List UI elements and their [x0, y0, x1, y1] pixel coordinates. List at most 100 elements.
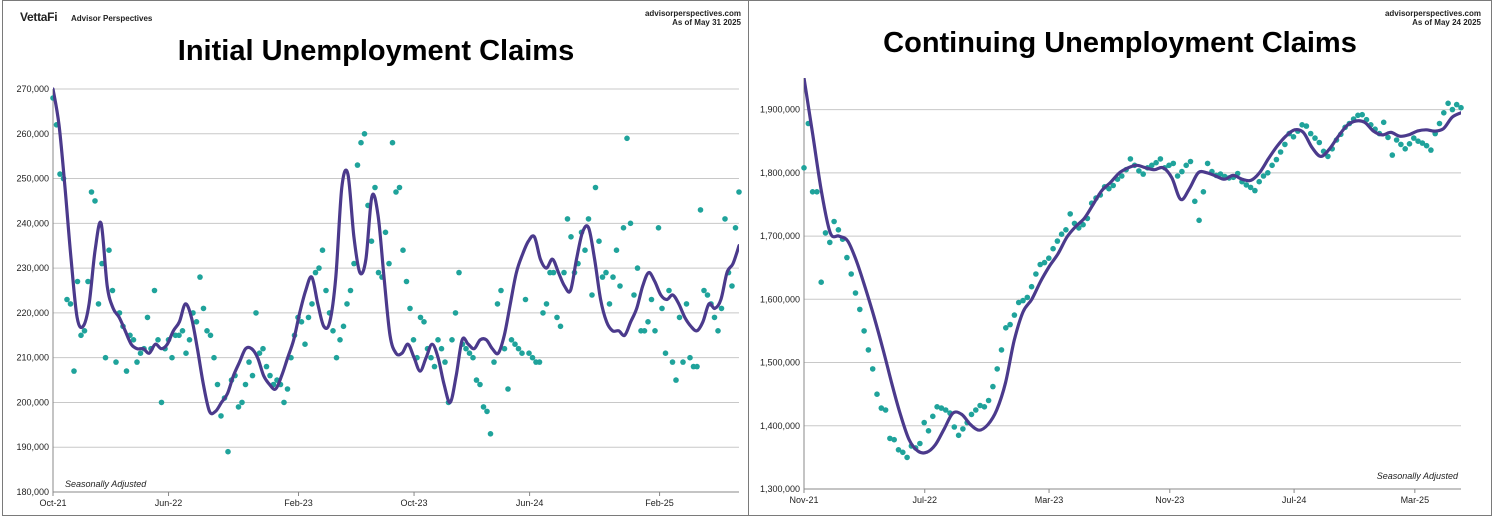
data-point [337, 337, 343, 343]
data-point [624, 135, 630, 142]
y-tick-label: 1,700,000 [760, 231, 800, 241]
data-point [1041, 259, 1048, 266]
data-point [891, 436, 897, 443]
data-point [1149, 162, 1155, 169]
data-point [715, 328, 721, 334]
data-point [1411, 135, 1417, 141]
data-point [225, 448, 231, 455]
data-point [64, 296, 70, 303]
data-point [620, 225, 627, 231]
data-point [942, 407, 949, 413]
data-point [358, 139, 364, 146]
data-point [480, 404, 487, 410]
data-point [344, 301, 350, 307]
data-point [57, 171, 63, 177]
data-points [801, 100, 1464, 461]
data-point [613, 247, 620, 253]
data-point [1393, 137, 1400, 143]
data-point [333, 354, 340, 361]
data-point [253, 310, 259, 316]
data-point [302, 341, 308, 348]
data-point [683, 301, 690, 307]
data-point [818, 279, 824, 286]
data-point [487, 431, 494, 437]
data-point [631, 292, 637, 298]
y-tick-label: 1,400,000 [760, 421, 800, 431]
data-point [106, 247, 112, 253]
data-point [204, 328, 210, 334]
data-point [934, 404, 940, 410]
data-point [323, 287, 329, 294]
y-tick-label: 260,000 [16, 129, 49, 139]
data-point [1423, 142, 1430, 149]
data-point [1183, 162, 1189, 169]
data-point [417, 314, 424, 321]
data-point [1170, 160, 1177, 167]
data-point [95, 301, 102, 307]
data-point [193, 319, 200, 325]
data-point [617, 283, 623, 289]
data-point [1277, 149, 1284, 155]
data-point [1110, 182, 1116, 189]
data-point [484, 408, 490, 415]
data-point [158, 399, 165, 406]
data-point [130, 337, 137, 343]
data-point [1153, 159, 1159, 166]
data-point [592, 184, 599, 191]
data-point [330, 328, 336, 334]
x-tick-label: Jul-22 [912, 495, 937, 505]
data-point [410, 337, 417, 343]
y-tick-label: 180,000 [16, 487, 49, 497]
data-point [386, 260, 392, 267]
y-tick-label: 210,000 [16, 353, 49, 363]
data-point [869, 366, 876, 372]
seasonally-adjusted-note: Seasonally Adjusted [65, 479, 147, 489]
data-point [74, 278, 81, 285]
data-point [900, 449, 906, 456]
data-point [169, 354, 175, 361]
data-point [466, 350, 473, 357]
data-point [930, 413, 936, 420]
data-point [1458, 104, 1464, 111]
data-point [144, 314, 151, 321]
data-point [242, 381, 249, 388]
data-point [470, 354, 476, 361]
data-point [1415, 138, 1421, 144]
y-tick-label: 1,800,000 [760, 168, 800, 178]
data-point [831, 218, 837, 225]
data-point [316, 265, 322, 271]
data-point [1166, 162, 1172, 169]
data-point [319, 247, 326, 253]
axis-ticks: 1,300,000 1,400,000 1,500,000 1,600,000 1,70… [760, 105, 1429, 505]
data-point [701, 287, 707, 294]
data-point [1269, 162, 1275, 169]
data-point [596, 238, 602, 244]
data-point [852, 290, 859, 296]
data-point [312, 269, 319, 276]
data-point [627, 220, 634, 227]
data-point [151, 287, 158, 294]
data-point [267, 372, 273, 379]
data-point [801, 165, 807, 171]
data-point [494, 301, 501, 307]
data-point [921, 419, 927, 426]
data-point [407, 305, 413, 312]
data-point [186, 337, 193, 343]
data-point [305, 314, 312, 321]
data-point [536, 359, 543, 365]
y-tick-label: 1,600,000 [760, 294, 800, 304]
data-point [1312, 135, 1318, 141]
y-tick-label: 240,000 [16, 218, 49, 228]
data-point [1028, 283, 1035, 290]
continuing-claims-chart: 1,300,000 1,400,000 1,500,000 1,600,000 1,70… [760, 78, 1464, 505]
data-point [1015, 299, 1022, 306]
data-point [561, 269, 567, 276]
data-point [452, 310, 459, 316]
y-tick-label: 270,000 [16, 84, 49, 94]
data-point [508, 337, 515, 343]
data-point [519, 350, 525, 357]
data-point [985, 397, 992, 404]
data-point [589, 292, 595, 298]
data-point [1054, 238, 1061, 244]
